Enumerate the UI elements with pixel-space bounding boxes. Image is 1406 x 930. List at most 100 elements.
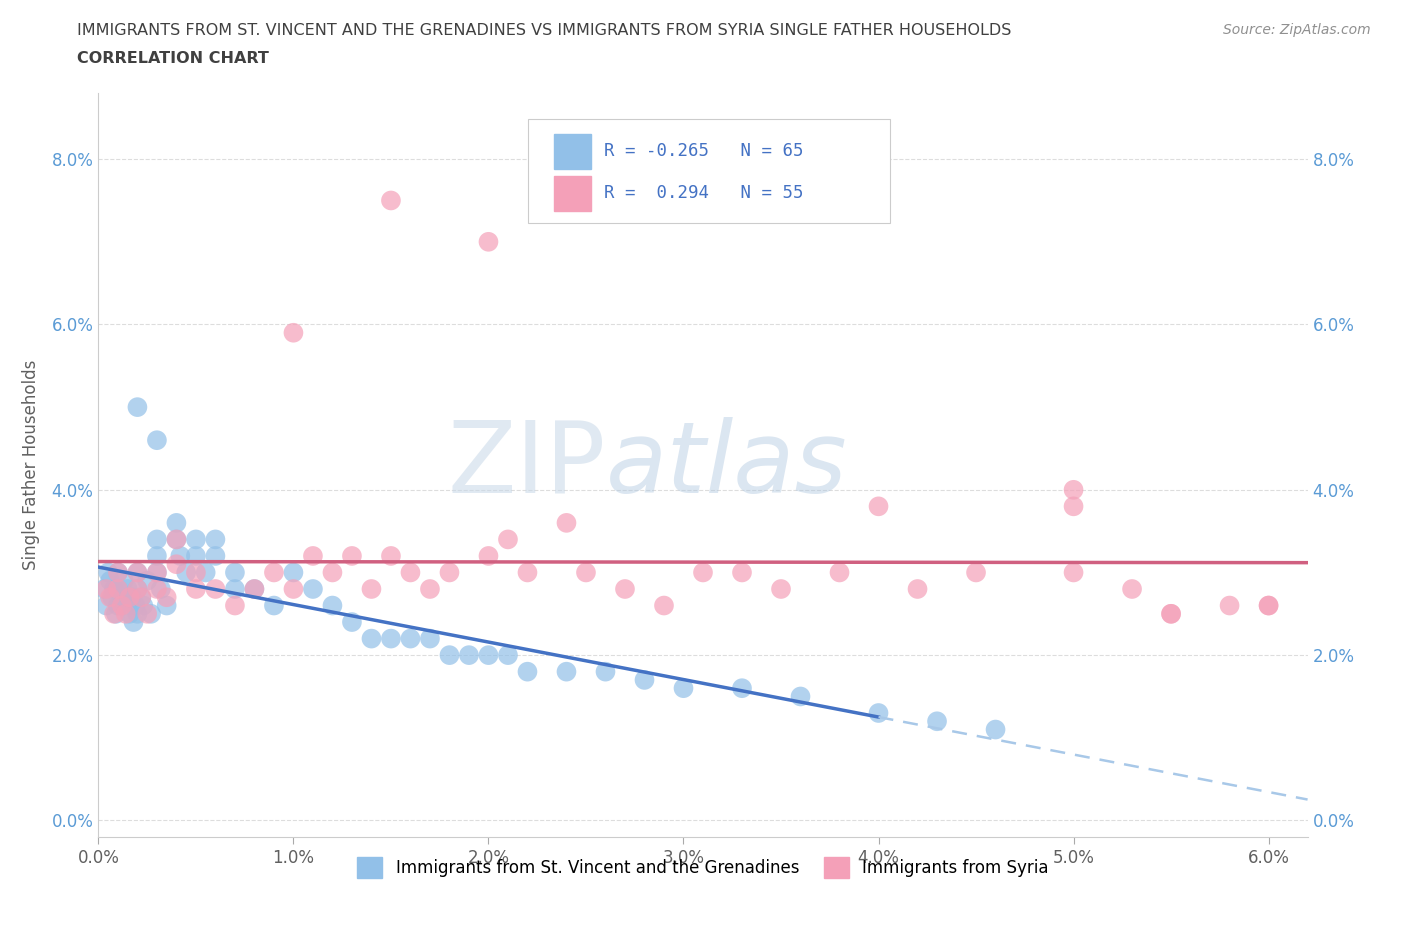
Point: [184, 581, 207, 596]
Point: [136, 606, 159, 621]
Point: [132, 598, 155, 613]
Point: [174, 565, 197, 580]
Point: [131, 590, 153, 604]
Point: [419, 631, 441, 646]
Point: [925, 714, 948, 729]
Point: [477, 549, 499, 564]
Point: [692, 565, 714, 580]
Point: [146, 532, 169, 547]
Point: [127, 581, 149, 596]
Point: [118, 606, 141, 621]
Point: [496, 532, 519, 547]
FancyBboxPatch shape: [554, 176, 591, 211]
Point: [107, 598, 129, 613]
Point: [98, 590, 121, 604]
Point: [184, 565, 207, 580]
Point: [965, 565, 987, 580]
Point: [146, 432, 169, 447]
Point: [614, 581, 637, 596]
Point: [769, 581, 792, 596]
Point: [555, 515, 578, 530]
Point: [283, 581, 305, 596]
Point: [360, 581, 382, 596]
Point: [652, 598, 675, 613]
Point: [169, 549, 191, 564]
Point: [104, 606, 127, 621]
Point: [204, 532, 226, 547]
Point: [165, 557, 187, 572]
Point: [1121, 581, 1143, 596]
Point: [165, 515, 187, 530]
Point: [127, 565, 149, 580]
Point: [360, 631, 382, 646]
Point: [496, 647, 519, 662]
Point: [107, 565, 129, 580]
Point: [1257, 598, 1279, 613]
Point: [380, 549, 402, 564]
Point: [1219, 598, 1241, 613]
Point: [399, 565, 422, 580]
Point: [399, 631, 422, 646]
Point: [107, 581, 129, 596]
Point: [96, 598, 118, 613]
Legend: Immigrants from St. Vincent and the Grenadines, Immigrants from Syria: Immigrants from St. Vincent and the Gren…: [350, 851, 1056, 884]
Point: [204, 581, 226, 596]
Point: [1257, 598, 1279, 613]
Point: [103, 606, 125, 621]
Point: [595, 664, 617, 679]
Point: [131, 590, 153, 604]
Point: [139, 606, 162, 621]
Point: [146, 565, 169, 580]
Point: [184, 549, 207, 564]
Point: [868, 498, 890, 513]
Point: [828, 565, 851, 580]
Point: [124, 598, 146, 613]
Point: [380, 631, 402, 646]
Point: [107, 565, 129, 580]
Point: [789, 689, 811, 704]
Point: [1063, 498, 1085, 513]
Point: [224, 581, 246, 596]
Point: [516, 565, 538, 580]
Point: [243, 581, 266, 596]
Point: [127, 581, 149, 596]
Point: [633, 672, 655, 687]
Point: [477, 647, 499, 662]
Point: [111, 598, 134, 613]
FancyBboxPatch shape: [554, 134, 591, 168]
Y-axis label: Single Father Households: Single Father Households: [22, 360, 41, 570]
Point: [477, 234, 499, 249]
Point: [146, 565, 169, 580]
Point: [117, 581, 139, 596]
Point: [156, 598, 179, 613]
Point: [97, 565, 120, 580]
Point: [127, 565, 149, 580]
Point: [380, 193, 402, 208]
Point: [165, 532, 187, 547]
Point: [340, 549, 363, 564]
Point: [439, 565, 461, 580]
Point: [516, 664, 538, 679]
Point: [224, 565, 246, 580]
Point: [1160, 606, 1182, 621]
Point: [283, 565, 305, 580]
Text: R = -0.265   N = 65: R = -0.265 N = 65: [603, 142, 803, 160]
Point: [127, 400, 149, 415]
Point: [263, 598, 285, 613]
Point: [555, 664, 578, 679]
Point: [458, 647, 481, 662]
Point: [439, 647, 461, 662]
Text: ZIP: ZIP: [449, 417, 606, 513]
Point: [184, 532, 207, 547]
Point: [103, 581, 125, 596]
Point: [107, 581, 129, 596]
Point: [114, 606, 136, 621]
Point: [165, 532, 187, 547]
Point: [907, 581, 929, 596]
Point: [243, 581, 266, 596]
Point: [149, 581, 172, 596]
Point: [118, 590, 141, 604]
Point: [283, 326, 305, 340]
Point: [127, 606, 149, 621]
Point: [122, 615, 145, 630]
